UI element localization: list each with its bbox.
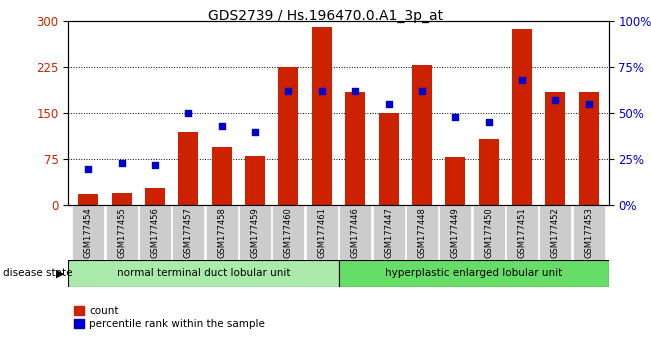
Text: GSM177452: GSM177452	[551, 207, 560, 258]
Bar	[72, 205, 104, 260]
Point	[383, 101, 394, 107]
Bar	[239, 205, 271, 260]
Text: GSM177454: GSM177454	[84, 207, 93, 258]
Bar	[512, 29, 532, 205]
Text: GDS2739 / Hs.196470.0.A1_3p_at: GDS2739 / Hs.196470.0.A1_3p_at	[208, 9, 443, 23]
Bar	[145, 188, 165, 205]
Text: GSM177448: GSM177448	[417, 207, 426, 258]
Bar	[206, 205, 238, 260]
Bar	[78, 194, 98, 205]
Point	[350, 88, 361, 94]
Bar	[112, 193, 132, 205]
Bar	[273, 205, 305, 260]
Point	[83, 166, 94, 171]
Bar	[579, 92, 599, 205]
Text: GSM177457: GSM177457	[184, 207, 193, 258]
Point	[550, 98, 561, 103]
Point	[450, 114, 460, 120]
Legend: count, percentile rank within the sample: count, percentile rank within the sample	[74, 306, 265, 329]
Text: hyperplastic enlarged lobular unit: hyperplastic enlarged lobular unit	[385, 268, 562, 279]
Bar	[68, 260, 339, 287]
Bar	[506, 205, 538, 260]
Bar	[173, 205, 204, 260]
Bar	[212, 147, 232, 205]
Bar	[139, 205, 171, 260]
Text: GSM177447: GSM177447	[384, 207, 393, 258]
Point	[484, 120, 494, 125]
Bar	[339, 205, 371, 260]
Text: GSM177458: GSM177458	[217, 207, 227, 258]
Bar	[312, 27, 332, 205]
Text: disease state: disease state	[3, 268, 73, 279]
Text: normal terminal duct lobular unit: normal terminal duct lobular unit	[117, 268, 290, 279]
Bar	[279, 67, 299, 205]
Bar	[372, 205, 404, 260]
Bar	[445, 158, 465, 205]
Text: GSM177460: GSM177460	[284, 207, 293, 258]
Point	[183, 110, 193, 116]
Text: GSM177459: GSM177459	[251, 207, 260, 258]
Point	[150, 162, 160, 168]
Point	[217, 123, 227, 129]
Bar	[473, 205, 505, 260]
Text: GSM177446: GSM177446	[351, 207, 360, 258]
Text: GSM177451: GSM177451	[518, 207, 527, 258]
Point	[117, 160, 127, 166]
Bar	[412, 65, 432, 205]
Bar	[546, 92, 565, 205]
Point	[583, 101, 594, 107]
Point	[250, 129, 260, 135]
Bar	[378, 113, 398, 205]
Text: GSM177456: GSM177456	[150, 207, 159, 258]
Point	[517, 77, 527, 83]
Bar	[539, 205, 572, 260]
Bar	[345, 92, 365, 205]
Text: GSM177453: GSM177453	[584, 207, 593, 258]
Bar	[245, 156, 265, 205]
Bar	[306, 205, 338, 260]
Text: GSM177455: GSM177455	[117, 207, 126, 258]
Text: ▶: ▶	[55, 268, 64, 279]
Text: GSM177461: GSM177461	[317, 207, 326, 258]
Point	[283, 88, 294, 94]
Bar	[105, 205, 138, 260]
Text: GSM177450: GSM177450	[484, 207, 493, 258]
Point	[316, 88, 327, 94]
Bar	[439, 205, 471, 260]
Text: GSM177449: GSM177449	[450, 207, 460, 258]
Bar	[573, 205, 605, 260]
Bar	[339, 260, 609, 287]
Point	[417, 88, 427, 94]
Bar	[478, 139, 499, 205]
Bar	[178, 132, 199, 205]
Bar	[406, 205, 438, 260]
